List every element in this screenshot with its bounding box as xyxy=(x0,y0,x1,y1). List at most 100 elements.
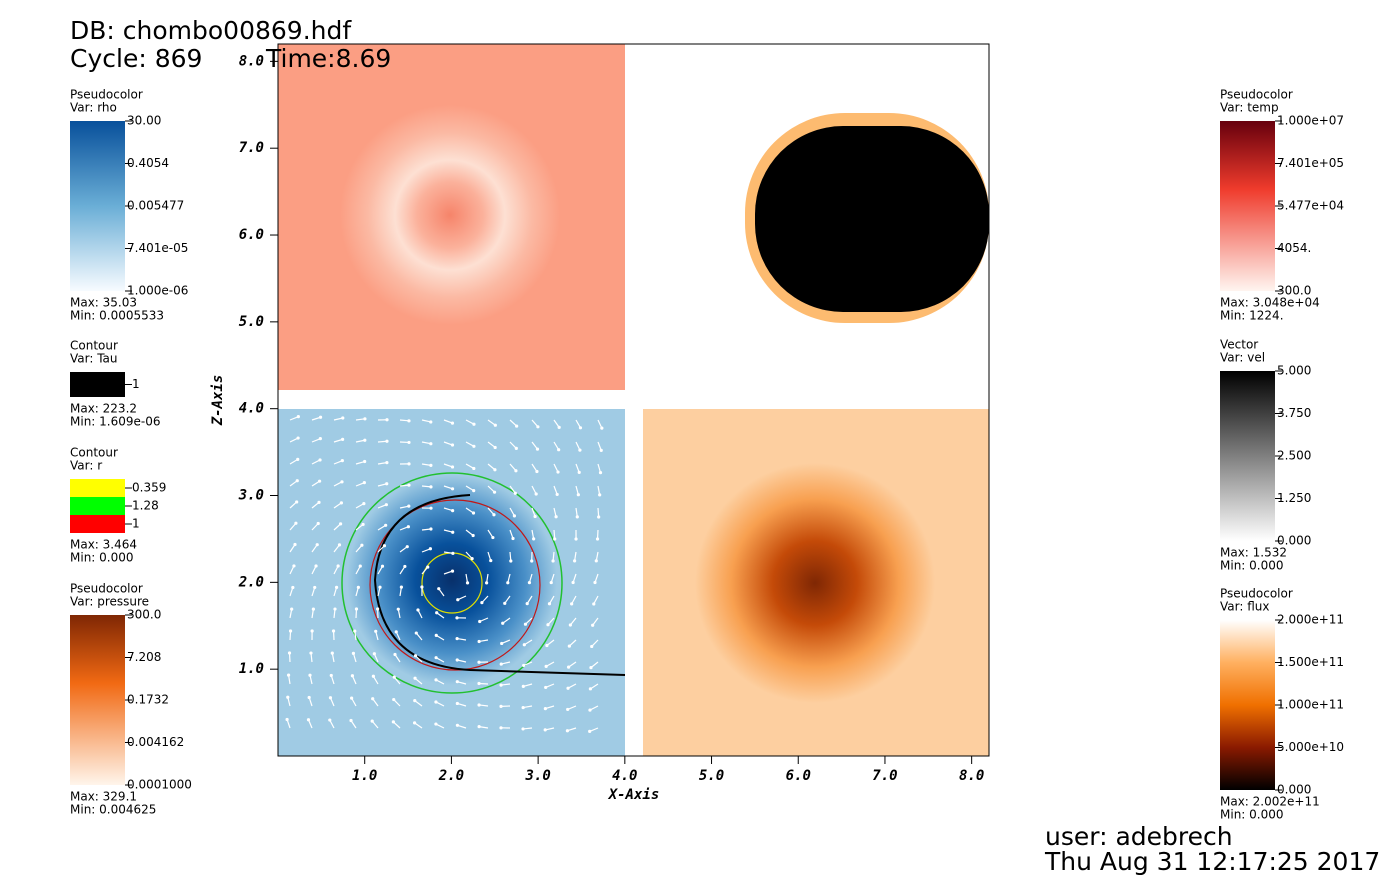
arrow-head xyxy=(416,608,420,612)
legend-kind: Contour xyxy=(70,446,118,460)
arrow-head xyxy=(492,490,497,494)
bar-tick-label: 0.000 xyxy=(1277,534,1311,548)
legend-max: Max: 3.464 xyxy=(70,538,137,552)
legend-var: Var: rho xyxy=(70,101,117,115)
arrow-head xyxy=(546,623,550,627)
legend-var: Var: vel xyxy=(1220,351,1265,365)
arrow-head xyxy=(311,607,315,611)
arrow-head xyxy=(570,602,574,606)
contour-r-red xyxy=(369,499,541,671)
bar-tick-label: 300.0 xyxy=(127,608,161,622)
bar-tick-label: 300.0 xyxy=(1277,284,1311,298)
x-axis-title: X-Axis xyxy=(608,787,660,803)
arrow-head xyxy=(313,585,317,590)
arrow-head xyxy=(399,585,403,589)
arrow-head xyxy=(450,569,455,573)
cycle: Cycle: 869 xyxy=(70,44,202,73)
arrow-head xyxy=(328,718,332,722)
arrow-head xyxy=(578,426,583,430)
z-axis-title: Z-Axis xyxy=(210,375,226,427)
arrow-head xyxy=(374,629,378,633)
arrow-head xyxy=(385,418,389,422)
bar-tick-label: 5.477e+04 xyxy=(1277,199,1344,213)
arrow-head xyxy=(428,547,432,551)
arrow-head xyxy=(594,559,598,563)
arrow-head xyxy=(465,581,470,585)
arrow-head xyxy=(290,607,294,611)
arrow-head xyxy=(513,491,517,495)
arrow-head xyxy=(523,622,528,626)
arrow-head xyxy=(286,673,291,677)
bar-tick-label: 0.0001000 xyxy=(127,778,192,792)
arrow-head xyxy=(317,500,321,504)
arrow-head xyxy=(318,415,323,419)
arrow-head xyxy=(472,466,476,471)
arrow-head xyxy=(493,468,497,472)
arrow-head xyxy=(499,704,503,708)
arrow-head xyxy=(295,479,299,483)
level-label: 1 xyxy=(132,517,140,531)
z-tick-label: 4.0 xyxy=(239,401,264,417)
arrow-head xyxy=(547,602,552,606)
legend-kind: Pseudocolor xyxy=(70,88,143,102)
level-swatch xyxy=(70,515,125,533)
arrow-head xyxy=(597,515,601,519)
arrow-head xyxy=(362,481,366,485)
bar-tick-label: 30.00 xyxy=(127,114,161,128)
arrow-head xyxy=(451,551,455,555)
arrow-head xyxy=(392,675,396,679)
arrow-head xyxy=(525,602,529,606)
arrow-head xyxy=(477,724,481,729)
arrow-head xyxy=(477,639,481,644)
arrow-head xyxy=(472,422,476,426)
arrow-head xyxy=(477,660,481,664)
bar-tick-label: 0.1732 xyxy=(127,693,169,707)
legend-min: Min: 0.0005533 xyxy=(70,309,164,323)
arrow-head xyxy=(588,708,592,712)
arrow-head xyxy=(336,564,340,568)
arrow-head xyxy=(384,503,388,507)
arrow-head xyxy=(549,580,553,585)
x-tick-label: 7.0 xyxy=(872,768,897,784)
arrow-head xyxy=(598,471,603,475)
arrow-head xyxy=(472,444,476,448)
user: user: adebrech xyxy=(1045,822,1233,851)
legend-max: Max: 2.002e+11 xyxy=(1220,795,1320,809)
arrow-head xyxy=(371,697,375,701)
arrow-head xyxy=(492,513,496,517)
arrow-head xyxy=(358,564,362,568)
arrow-head xyxy=(429,485,433,489)
arrow-head xyxy=(360,543,364,547)
arrow-head xyxy=(536,425,540,429)
arrow-head xyxy=(577,470,581,475)
arrow-head xyxy=(307,695,311,700)
arrow-head xyxy=(356,585,360,589)
legend-max: Max: 35.03 xyxy=(70,296,137,310)
arrow-head xyxy=(403,564,407,569)
arrow-head xyxy=(354,607,359,611)
db-title: DB: chombo00869.hdf xyxy=(70,16,352,45)
bar-tick-label: 1.500e+11 xyxy=(1277,655,1344,669)
arrow-head xyxy=(308,673,312,677)
legend-kind: Pseudocolor xyxy=(1220,587,1293,601)
level-swatch xyxy=(70,372,125,397)
arrow-head xyxy=(341,437,345,441)
z-tick-label: 8.0 xyxy=(239,53,264,69)
legend-min: Min: 0.000 xyxy=(1220,808,1284,822)
arrow-head xyxy=(543,728,547,732)
arrow-head xyxy=(341,416,345,420)
arrow-head xyxy=(514,446,518,450)
time: Time:8.69 xyxy=(265,44,391,73)
arrow-head xyxy=(455,636,459,641)
arrow-head xyxy=(477,681,481,686)
arrow-head xyxy=(363,417,367,421)
arrow-head xyxy=(288,629,293,633)
arrow-head xyxy=(593,580,597,585)
arrow-head xyxy=(310,629,314,633)
arrow-head xyxy=(407,504,411,508)
bar-tick-label: 7.401e+05 xyxy=(1277,156,1344,170)
arrow-head xyxy=(426,565,430,569)
arrow-head xyxy=(573,559,577,563)
arrow-head xyxy=(501,621,505,625)
arrow-head xyxy=(391,720,395,724)
